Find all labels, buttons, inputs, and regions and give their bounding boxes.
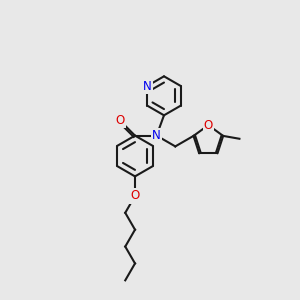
Text: N: N [152,129,161,142]
Text: O: O [204,118,213,132]
Text: O: O [130,189,140,203]
Text: O: O [116,114,125,127]
Text: N: N [143,80,152,93]
